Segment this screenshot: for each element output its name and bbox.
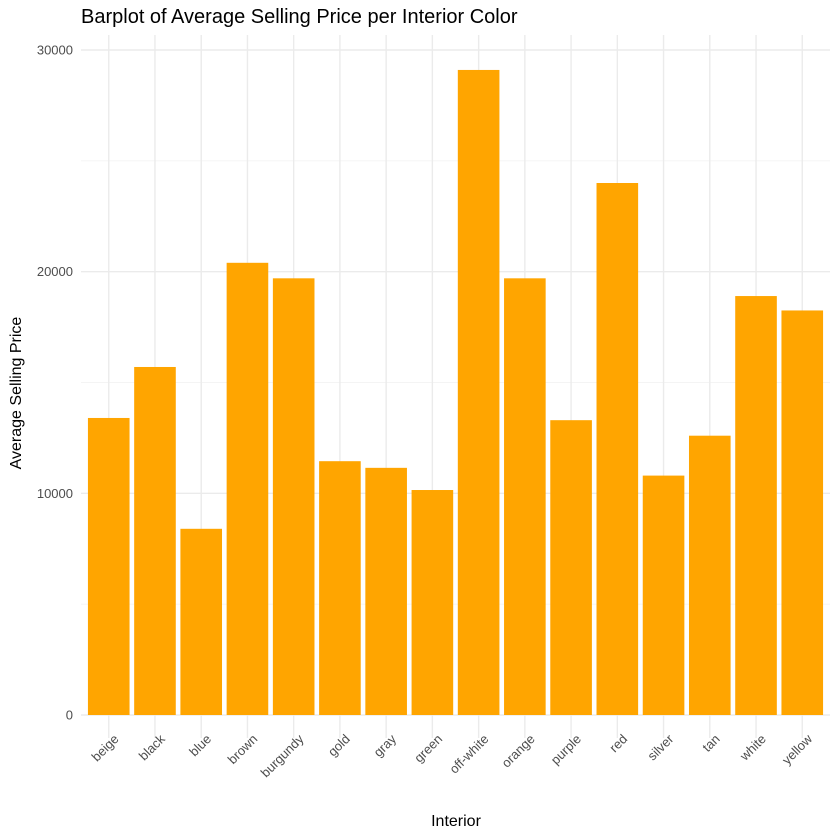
x-tick-label: blue bbox=[186, 731, 214, 759]
x-tick-label: red bbox=[606, 731, 630, 755]
y-tick-label: 20000 bbox=[37, 264, 73, 279]
chart-title: Barplot of Average Selling Price per Int… bbox=[81, 6, 518, 28]
x-tick-label: brown bbox=[225, 731, 261, 767]
bar-beige bbox=[87, 417, 130, 715]
bar-purple bbox=[550, 420, 592, 715]
x-tick-label: beige bbox=[89, 731, 122, 764]
bar-green bbox=[411, 490, 454, 715]
x-tick-label: burgundy bbox=[258, 731, 307, 780]
x-tick-label: white bbox=[736, 731, 769, 764]
x-tick-label: yellow bbox=[779, 731, 816, 768]
y-tick-label: 0 bbox=[66, 708, 73, 723]
bar-white bbox=[735, 296, 777, 715]
x-tick-label: off-white bbox=[446, 731, 491, 776]
y-axis-ticks: 0 10000 20000 30000 bbox=[37, 43, 73, 723]
x-tick-label: silver bbox=[644, 731, 677, 764]
bar-red bbox=[596, 183, 639, 715]
bar-off-white bbox=[457, 69, 500, 715]
bar-blue bbox=[180, 528, 223, 715]
bar-yellow bbox=[781, 310, 824, 715]
x-tick-label: purple bbox=[548, 731, 584, 767]
x-tick-label: orange bbox=[499, 731, 538, 770]
bar-silver bbox=[642, 475, 685, 715]
x-tick-label: green bbox=[411, 731, 445, 765]
bar-burgundy bbox=[272, 278, 315, 715]
bar-gray bbox=[365, 467, 407, 715]
bar-brown bbox=[226, 262, 269, 715]
bars bbox=[87, 69, 824, 715]
y-axis-title: Average Selling Price bbox=[8, 317, 25, 470]
x-axis-title: Interior bbox=[431, 813, 481, 830]
bar-orange bbox=[504, 278, 546, 715]
x-tick-label: gold bbox=[325, 731, 353, 759]
y-tick-label: 10000 bbox=[37, 486, 73, 501]
x-tick-label: gray bbox=[371, 731, 400, 760]
bar-gold bbox=[319, 461, 361, 715]
bar-tan bbox=[688, 435, 731, 715]
x-tick-label: tan bbox=[699, 731, 722, 754]
bar-black bbox=[134, 366, 176, 715]
y-tick-label: 30000 bbox=[37, 43, 73, 58]
x-tick-label: black bbox=[136, 731, 168, 763]
